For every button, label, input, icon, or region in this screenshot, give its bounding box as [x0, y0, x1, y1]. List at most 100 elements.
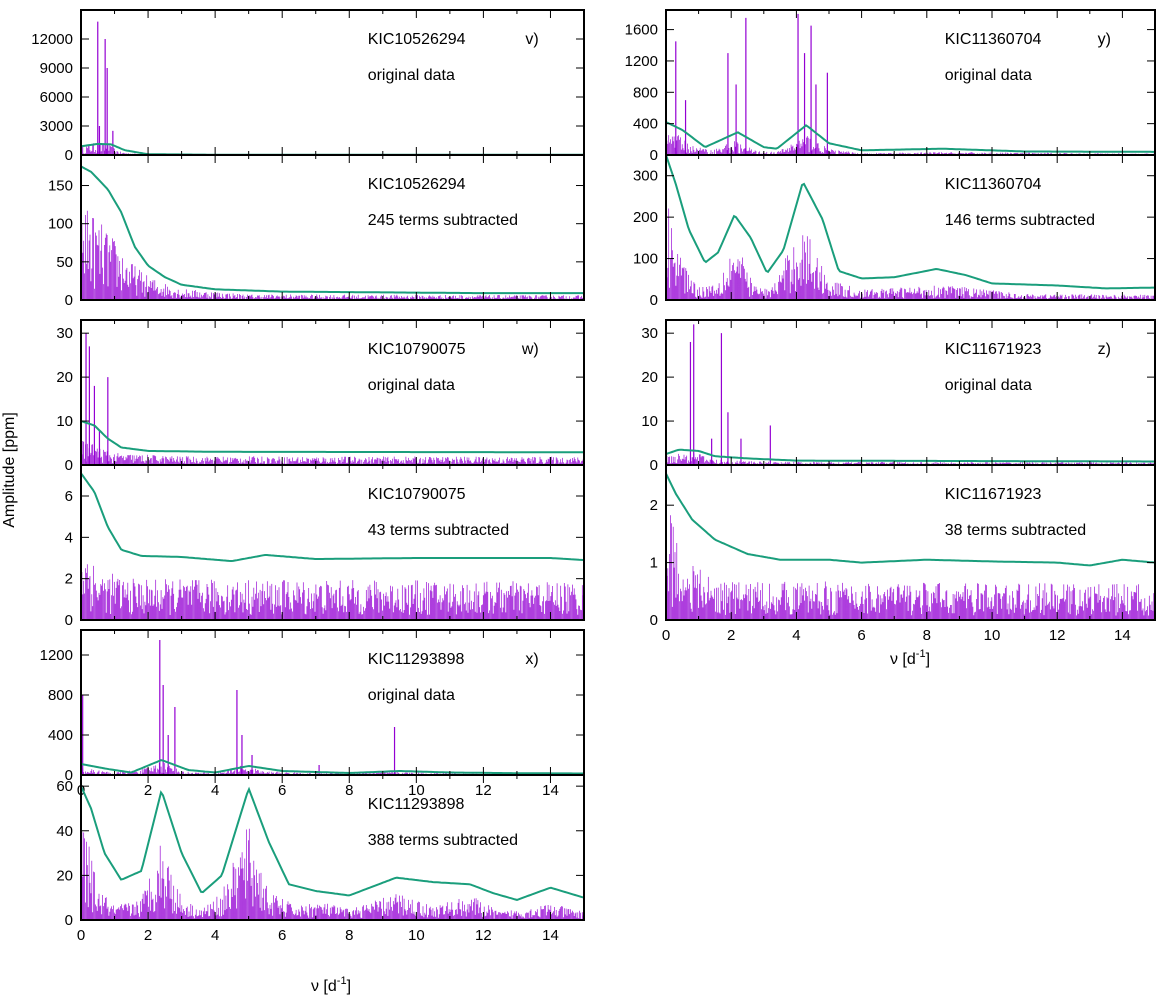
- amplitude-spectrum: [81, 143, 584, 155]
- noise-level-curve: [666, 155, 1154, 290]
- y-tick-label: 60: [56, 778, 73, 795]
- x-tick-label: 0: [77, 927, 85, 944]
- x-tick-label: 0: [662, 627, 670, 644]
- y-tick-label: 1200: [40, 647, 73, 664]
- y-tick-label: 0: [650, 147, 658, 164]
- amplitude-spectrum: [81, 828, 584, 920]
- panel-6: 0 20 40 60 0 2 4 6 8 10 12 14 KIC11293898 388 terms s…: [56, 774, 585, 944]
- x-tick-label: 10: [408, 927, 425, 944]
- x-axis-title-suffix: ]: [347, 978, 351, 995]
- x-tick-label: 14: [1114, 627, 1131, 644]
- y-tick-label: 20: [641, 369, 658, 386]
- x-axis-title-prefix: ν [d: [890, 651, 916, 668]
- x-tick-label: 10: [408, 782, 425, 799]
- y-tick-label: 1200: [625, 53, 658, 70]
- noise-level-curve: [666, 473, 1155, 567]
- y-tick-label: 2: [65, 571, 73, 588]
- panel-8: 0 100 200 300 KIC11360704 146 terms subtracte…: [633, 154, 1156, 309]
- noise-level-curve: [81, 142, 583, 155]
- y-tick-label: 400: [48, 727, 73, 744]
- panel-frame: [80, 629, 585, 776]
- x-axis-title-exponent: -1: [337, 975, 347, 987]
- y-tick-label: 400: [633, 116, 658, 133]
- panel-frame: [80, 319, 585, 466]
- plot-area: [81, 785, 584, 920]
- x-tick-label: 6: [278, 927, 286, 944]
- plot-area: [666, 13, 1155, 155]
- panel-tag-label: x): [525, 651, 538, 668]
- x-tick-label: 14: [542, 927, 559, 944]
- y-tick-label: 100: [633, 251, 658, 268]
- x-tick-label: 6: [857, 627, 865, 644]
- y-tick-label: 12000: [31, 31, 73, 48]
- y-tick-label: 30: [641, 325, 658, 342]
- amplitude-spectrum: [81, 564, 584, 620]
- y-tick-label: 800: [48, 687, 73, 704]
- y-tick-label: 150: [48, 178, 73, 195]
- amplitude-spectrum: [666, 515, 1155, 620]
- plot-area: [81, 165, 584, 300]
- plot-area: [81, 21, 584, 155]
- y-tick-label: 10: [56, 413, 73, 430]
- x-tick-label: 4: [211, 782, 219, 799]
- y-tick-label: 50: [56, 254, 73, 271]
- y-tick-label: 800: [633, 84, 658, 101]
- panel-frame: [80, 774, 585, 921]
- x-axis-title-right: ν [d-1]: [890, 648, 930, 668]
- star-id-label: KIC11671923: [945, 486, 1042, 503]
- y-tick-label: 0: [65, 292, 73, 309]
- x-tick-label: 2: [144, 927, 152, 944]
- x-tick-label: 8: [923, 627, 931, 644]
- panel-frame: [80, 9, 585, 156]
- y-tick-label: 1: [650, 555, 658, 572]
- y-tick-label: 30: [56, 325, 73, 342]
- noise-level-curve: [81, 420, 583, 454]
- x-tick-label: 10: [984, 627, 1001, 644]
- y-tick-label: 9000: [40, 60, 73, 77]
- panel-caption: original data: [945, 67, 1032, 84]
- x-axis-title-left: ν [d-1]: [311, 975, 351, 995]
- panel-caption: 388 terms subtracted: [368, 832, 518, 849]
- y-tick-label: 100: [48, 216, 73, 233]
- star-id-label: KIC11360704: [945, 31, 1042, 48]
- y-tick-label: 200: [633, 209, 658, 226]
- x-tick-label: 12: [475, 927, 492, 944]
- y-tick-label: 0: [650, 612, 658, 629]
- y-tick-label: 0: [65, 767, 73, 784]
- panel-frame: [665, 154, 1156, 301]
- x-tick-label: 2: [727, 627, 735, 644]
- panel-caption: 245 terms subtracted: [368, 212, 518, 229]
- panel-frame: [665, 319, 1156, 466]
- panel-4: 0 2 4 6 KIC10790075 43 terms subtracted: [65, 464, 585, 629]
- noise-level-curve: [81, 785, 584, 901]
- x-tick-label: 12: [1049, 627, 1066, 644]
- plot-area: [81, 333, 584, 465]
- y-tick-label: 3000: [40, 118, 73, 135]
- star-id-label: KIC10526294: [368, 31, 466, 48]
- panel-1: 0 3000 6000 9000 12000 KIC10526294 v) original …: [31, 9, 585, 164]
- y-tick-label: 6: [65, 488, 73, 505]
- y-tick-label: 0: [650, 292, 658, 309]
- x-axis-title-prefix: ν [d: [311, 978, 337, 995]
- panel-3: 0 10 20 30 KIC10790075 w) original data: [56, 319, 585, 474]
- y-tick-label: 0: [65, 912, 73, 929]
- star-id-label: KIC11293898: [368, 796, 465, 813]
- panel-tag-label: v): [525, 31, 538, 48]
- panel-caption: original data: [368, 67, 455, 84]
- panel-caption: 38 terms subtracted: [945, 522, 1086, 539]
- x-tick-label: 12: [475, 782, 492, 799]
- x-tick-label: 8: [345, 927, 353, 944]
- plot-area: [81, 472, 584, 620]
- panel-tag-label: w): [521, 341, 539, 358]
- noise-level-curve: [666, 121, 1154, 153]
- x-tick-label: 14: [542, 782, 559, 799]
- panel-tag-label: z): [1098, 341, 1111, 358]
- y-tick-label: 300: [633, 168, 658, 185]
- panel-caption: 43 terms subtracted: [368, 522, 509, 539]
- panel-frame: [665, 464, 1156, 621]
- panel-frame: [80, 464, 585, 621]
- x-axis-title-exponent: -1: [916, 648, 926, 660]
- panel-9: 0 10 20 30 KIC11671923 z) original data: [641, 319, 1156, 474]
